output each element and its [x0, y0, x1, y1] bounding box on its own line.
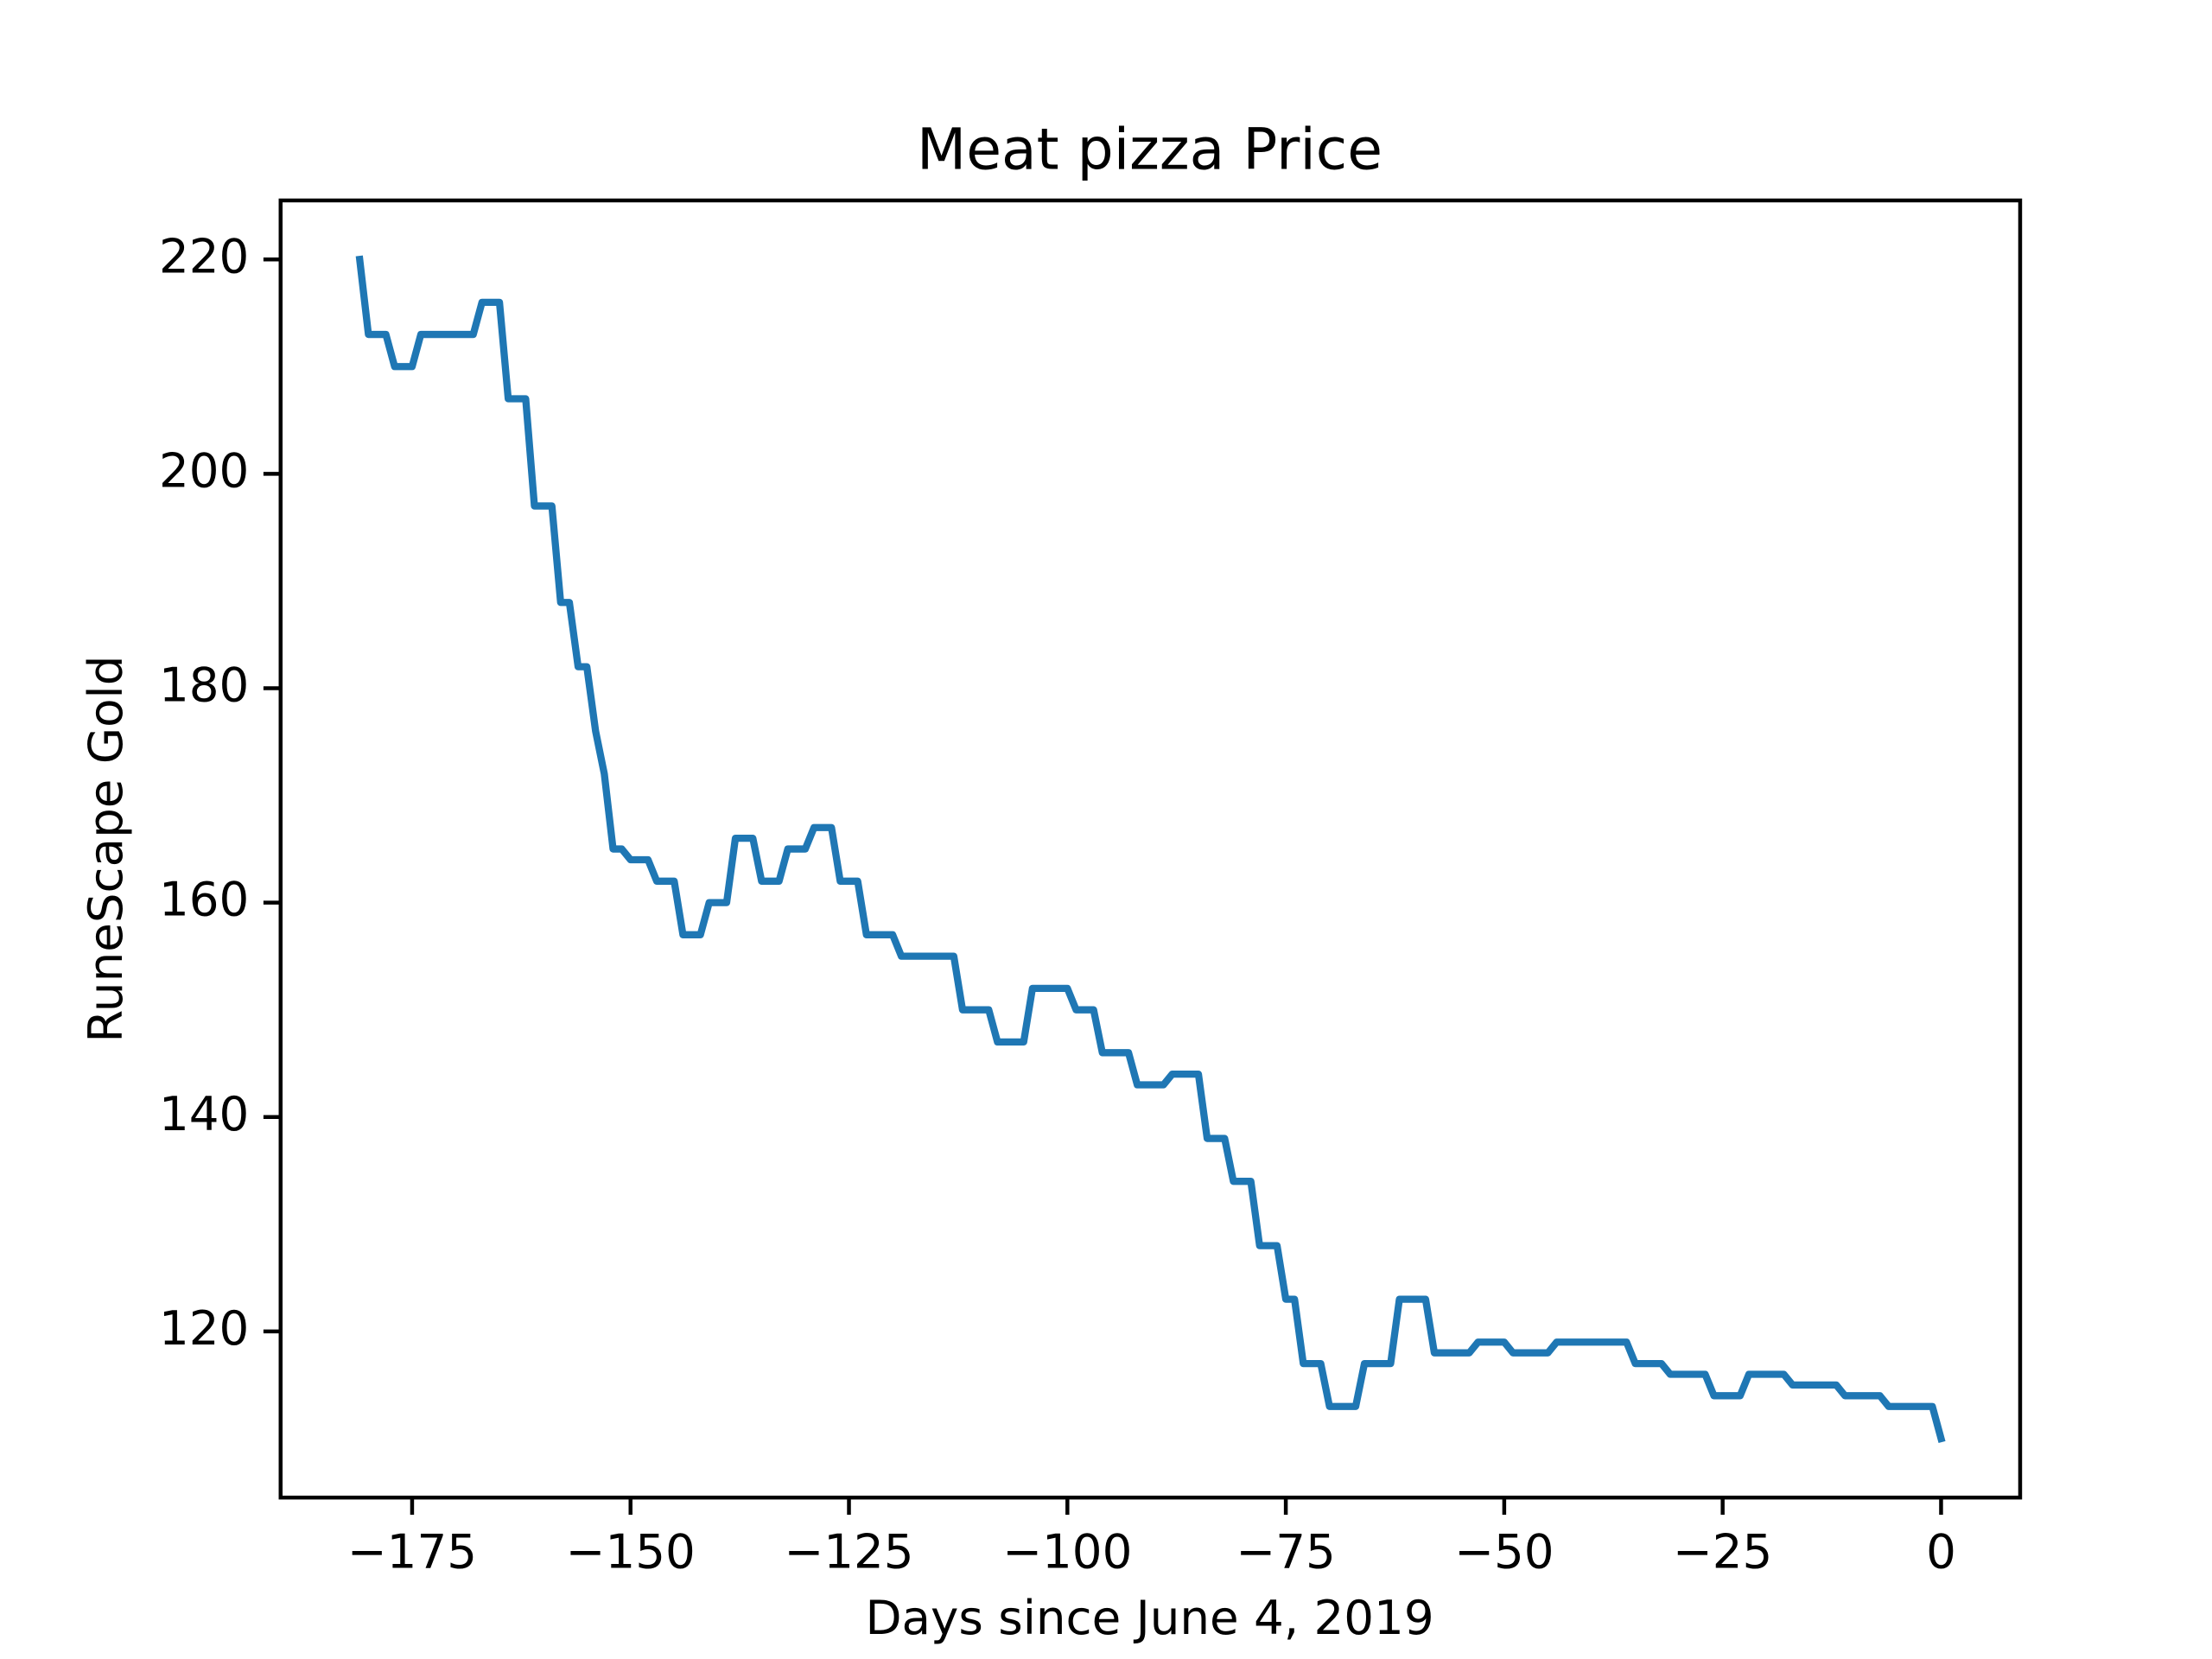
x-tick-label: −100 [1002, 1524, 1132, 1580]
plot-frame [278, 198, 2023, 1500]
y-tick-label: 200 [159, 442, 249, 498]
y-tick-label: 220 [159, 228, 249, 283]
x-tick-label: −25 [1673, 1524, 1772, 1580]
x-tick-label: −175 [347, 1524, 477, 1580]
x-tick-label: −75 [1236, 1524, 1335, 1580]
x-tick-label: −125 [784, 1524, 913, 1580]
y-tick-label: 120 [159, 1300, 249, 1356]
x-tick-label: −150 [566, 1524, 696, 1580]
x-tick-label: 0 [1926, 1524, 1956, 1580]
y-tick-label: 180 [159, 658, 249, 713]
x-tick-label: −50 [1454, 1524, 1554, 1580]
y-axis-label: RuneScape Gold [78, 656, 133, 1043]
x-axis-label: Days since June 4, 2019 [865, 1590, 1433, 1645]
y-tick-label: 140 [159, 1086, 249, 1141]
y-tick-label: 160 [159, 872, 249, 927]
chart-title: Meat pizza Price [917, 115, 1382, 182]
line-series [355, 255, 1946, 1444]
